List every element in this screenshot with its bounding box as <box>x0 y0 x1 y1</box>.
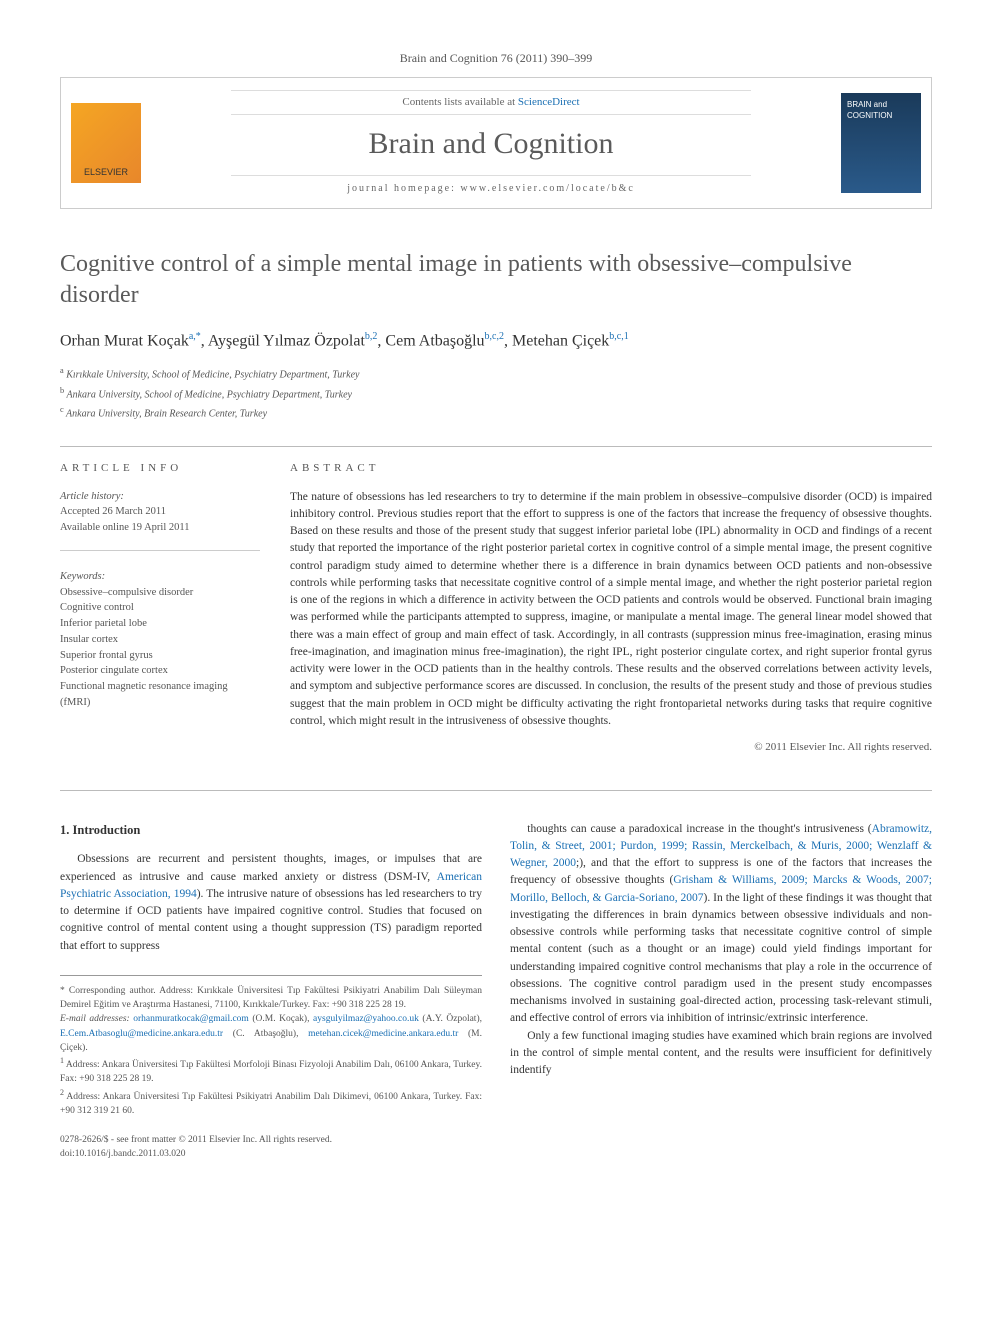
contents-prefix: Contents lists available at <box>402 96 517 108</box>
publisher-logo: ELSEVIER <box>61 78 151 208</box>
body-paragraph: thoughts can cause a paradoxical increas… <box>510 821 932 1028</box>
authors-line: Orhan Murat Koçaka,*, Ayşegül Yılmaz Özp… <box>60 330 932 353</box>
history-heading: Article history: <box>60 489 260 505</box>
email-link[interactable]: E.Cem.Atbasoglu@medicine.ankara.edu.tr <box>60 1029 223 1039</box>
footnote-2: 2 Address: Ankara Üniversitesi Tıp Fakül… <box>60 1087 482 1119</box>
article-title: Cognitive control of a simple mental ima… <box>60 249 932 311</box>
body-paragraph: Obsessions are recurrent and persistent … <box>60 851 482 955</box>
keyword-item: Obsessive–compulsive disorder <box>60 585 260 601</box>
contents-available-line: Contents lists available at ScienceDirec… <box>231 90 751 115</box>
section-heading: 1. Introduction <box>60 821 482 840</box>
abstract-label: ABSTRACT <box>290 461 932 476</box>
journal-title: Brain and Cognition <box>151 123 831 165</box>
doi-line: doi:10.1016/j.bandc.2011.03.020 <box>60 1148 482 1161</box>
footnotes: * Corresponding author. Address: Kırıkka… <box>60 975 482 1119</box>
history-line: Accepted 26 March 2011 <box>60 504 260 520</box>
reference-line: Brain and Cognition 76 (2011) 390–399 <box>60 50 932 67</box>
keyword-item: Cognitive control <box>60 600 260 616</box>
email-link[interactable]: metehan.cicek@medicine.ankara.edu.tr <box>308 1029 458 1039</box>
doi-block: 0278-2626/$ - see front matter © 2011 El… <box>60 1134 482 1161</box>
footnote-2-text: Address: Ankara Üniversitesi Tıp Fakülte… <box>60 1092 482 1116</box>
keywords-heading: Keywords: <box>60 569 260 585</box>
abstract-text: The nature of obsessions has led researc… <box>290 489 932 731</box>
keyword-item: Superior frontal gyrus <box>60 648 260 664</box>
keyword-item: Insular cortex <box>60 632 260 648</box>
abstract-copyright: © 2011 Elsevier Inc. All rights reserved… <box>290 740 932 755</box>
history-line: Available online 19 April 2011 <box>60 520 260 536</box>
sciencedirect-link[interactable]: ScienceDirect <box>518 96 580 108</box>
divider <box>60 446 932 447</box>
keyword-item: Posterior cingulate cortex <box>60 663 260 679</box>
email-link[interactable]: aysgulyilmaz@yahoo.co.uk <box>313 1014 419 1024</box>
cover-thumbnail-icon: BRAIN and COGNITION <box>841 93 921 193</box>
email-link[interactable]: orhanmuratkocak@gmail.com <box>133 1014 249 1024</box>
body-paragraph: Only a few functional imaging studies ha… <box>510 1028 932 1080</box>
body-columns: 1. Introduction Obsessions are recurrent… <box>60 821 932 1161</box>
article-info-label: ARTICLE INFO <box>60 461 260 476</box>
corresponding-author-note: * Corresponding author. Address: Kırıkka… <box>60 984 482 1013</box>
keywords-block: Keywords: Obsessive–compulsive disorderC… <box>60 569 260 725</box>
journal-header: ELSEVIER Contents lists available at Sci… <box>60 77 932 209</box>
homepage-url[interactable]: www.elsevier.com/locate/b&c <box>460 183 634 194</box>
keyword-item: Functional magnetic resonance imaging (f… <box>60 679 260 711</box>
journal-cover: BRAIN and COGNITION <box>831 78 931 208</box>
article-history: Article history: Accepted 26 March 2011 … <box>60 489 260 551</box>
elsevier-logo-icon: ELSEVIER <box>71 103 141 183</box>
journal-homepage-line: journal homepage: www.elsevier.com/locat… <box>231 175 751 196</box>
keyword-item: Inferior parietal lobe <box>60 616 260 632</box>
affiliations: a Kırıkkale University, School of Medici… <box>60 364 932 422</box>
footnote-1-text: Address: Ankara Üniversitesi Tıp Fakülte… <box>60 1060 482 1084</box>
divider <box>60 790 932 791</box>
footnote-1: 1 Address: Ankara Üniversitesi Tıp Fakül… <box>60 1055 482 1087</box>
homepage-label: journal homepage: <box>347 183 460 194</box>
email-addresses: E-mail addresses: orhanmuratkocak@gmail.… <box>60 1012 482 1055</box>
front-matter-line: 0278-2626/$ - see front matter © 2011 El… <box>60 1134 482 1147</box>
